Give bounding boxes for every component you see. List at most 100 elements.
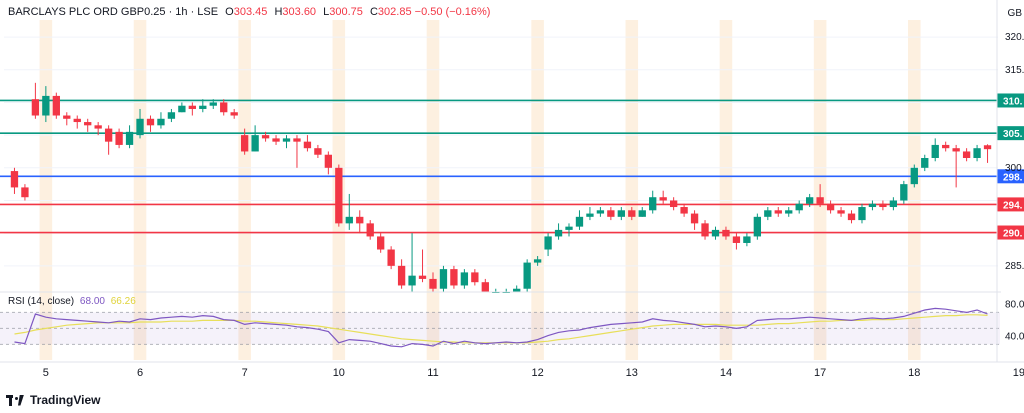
candle-body: [879, 203, 887, 208]
candle-body: [335, 167, 343, 224]
time-tick-18: 18: [908, 367, 920, 379]
candle-body: [690, 213, 699, 224]
candle-body: [366, 223, 374, 237]
time-tick-14: 14: [720, 367, 732, 379]
candle-body: [806, 197, 814, 204]
rsi-legend[interactable]: RSI (14, close) 68.00 66.26: [8, 296, 136, 307]
candle-body: [900, 184, 908, 201]
close-value: 302.85: [377, 6, 412, 18]
symbol-title: BARCLAYS PLC ORD GBP0.25 · 1h · LSE: [8, 6, 219, 18]
level-tag-label: 310.: [1003, 96, 1023, 107]
level-tag-310.: [997, 93, 1024, 108]
price-axis[interactable]: 320. 315. 300. 285.: [1005, 32, 1024, 272]
candle-body: [764, 210, 772, 217]
candle-body: [826, 203, 835, 211]
candle-body: [63, 115, 71, 119]
price-gridlines: [4, 36, 998, 267]
low-label: L: [323, 6, 330, 18]
candle-body: [387, 249, 395, 266]
candle-body: [293, 138, 301, 142]
rsi-value: 68.00: [79, 296, 105, 307]
candle-body: [795, 203, 803, 211]
session-band-13: [625, 20, 639, 360]
candle-body: [272, 138, 280, 142]
time-tick-7: 7: [242, 367, 248, 379]
candle-body: [178, 105, 186, 113]
candle-body: [188, 105, 196, 109]
candle-body: [628, 210, 636, 217]
candle-body: [21, 187, 29, 198]
candle-body: [931, 144, 939, 158]
close-label: C: [369, 6, 378, 18]
candle-body: [220, 102, 228, 113]
candle-body: [659, 197, 667, 201]
level-tag-label: 290.: [1003, 229, 1023, 240]
candle-body: [157, 118, 165, 126]
currency-label: GB: [1007, 8, 1022, 19]
candle-body: [303, 141, 312, 149]
candle-body: [732, 236, 741, 243]
time-tick-5: 5: [43, 367, 49, 379]
candle-body: [962, 151, 971, 158]
time-axis[interactable]: 5 6 7 10 11 12 13 14 17 18 19: [0, 0, 1024, 379]
candle-body: [251, 135, 259, 152]
candle-body: [523, 262, 531, 289]
candle-body: [345, 216, 353, 224]
candle-body: [816, 197, 824, 204]
time-tick-6: 6: [137, 367, 143, 379]
level-tag-label: 305.: [1003, 129, 1023, 140]
branding-text: TradingView: [30, 393, 101, 407]
candle-body: [533, 259, 542, 263]
candle-body: [481, 282, 489, 292]
level-tag-290.: [997, 225, 1024, 240]
candle-body: [858, 207, 866, 221]
candlestick-series: [10, 82, 992, 293]
candle-body: [324, 154, 333, 168]
candle-body: [125, 131, 134, 145]
session-band-7: [238, 20, 251, 360]
candle-body: [921, 158, 929, 168]
level-tag-294.: [997, 197, 1024, 212]
change-value: −0.50 (−0.16%): [414, 6, 491, 18]
candle-body: [785, 210, 793, 214]
candle-body: [377, 236, 385, 250]
open-label: O: [225, 6, 234, 18]
rsi-tick-label: 40.00: [1005, 331, 1024, 342]
candle-body: [889, 200, 898, 208]
horizontal-levels: 310. 305. 298. 294. 290.: [0, 93, 1024, 240]
session-band-14: [719, 20, 733, 360]
rsi-line: [14, 307, 988, 348]
high-label: H: [274, 6, 283, 18]
candle-body: [973, 148, 981, 158]
session-band-5: [39, 20, 53, 360]
time-tick-17: 17: [814, 367, 826, 379]
candle-body: [575, 216, 584, 227]
candle-body: [418, 275, 427, 279]
candle-body: [450, 269, 458, 286]
candle-body: [910, 167, 918, 185]
session-band-12: [531, 20, 544, 360]
candle-body: [94, 125, 102, 129]
candle-body: [240, 135, 249, 152]
open-value: 303.45: [233, 6, 268, 18]
candle-body: [460, 272, 469, 286]
candle-body: [607, 210, 615, 217]
session-band-11: [426, 20, 440, 360]
level-tag-label: 294.: [1003, 200, 1023, 211]
candle-body: [42, 95, 50, 116]
candle-body: [314, 148, 322, 155]
candle-body: [146, 118, 155, 126]
candle-body: [513, 288, 521, 292]
price-tick-label: 315.: [1005, 65, 1024, 76]
candle-body: [408, 275, 416, 286]
candle-body: [52, 95, 60, 116]
rsi-ma-value: 66.26: [110, 296, 136, 307]
candle-body: [104, 128, 113, 142]
branding[interactable]: TradingView: [6, 393, 100, 407]
level-tag-298.: [997, 169, 1024, 184]
candle-body: [680, 207, 688, 214]
candle-body: [952, 148, 960, 152]
candle-body: [837, 210, 845, 214]
high-value: 303.60: [282, 6, 317, 18]
